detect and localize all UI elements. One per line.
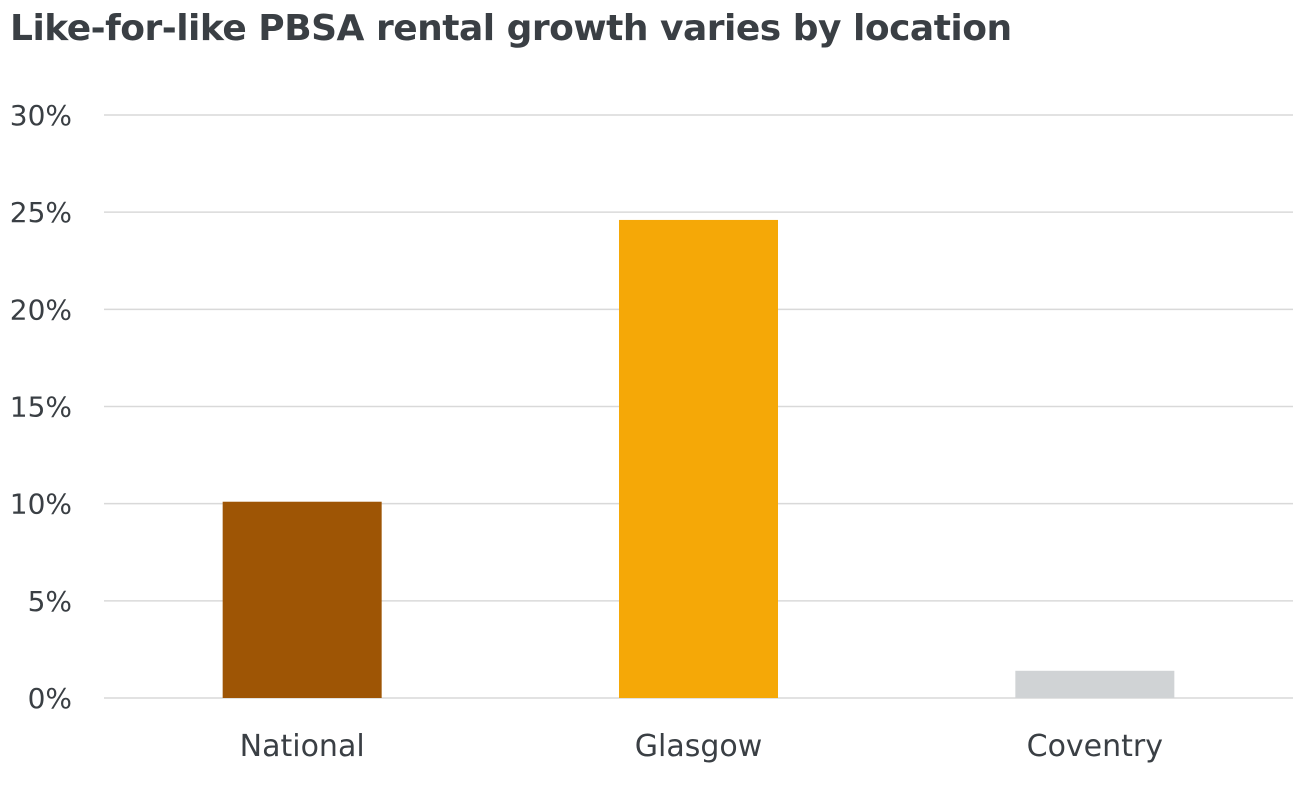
x-category-label: Coventry xyxy=(1027,729,1163,764)
x-category-label: National xyxy=(240,729,365,764)
y-tick-label: 20% xyxy=(10,293,72,326)
y-tick-label: 0% xyxy=(28,682,72,715)
bar-national xyxy=(222,501,382,698)
y-tick-label: 30% xyxy=(10,99,72,132)
bar-coventry xyxy=(1015,670,1175,698)
bar-glasgow xyxy=(619,219,778,698)
y-tick-label: 10% xyxy=(10,488,72,521)
y-axis-ticks: 0% 5% 10% 15% 20% 25% 30% xyxy=(10,99,72,715)
y-tick-label: 25% xyxy=(10,196,72,229)
y-tick-label: 15% xyxy=(10,391,72,424)
x-category-label: Glasgow xyxy=(635,729,763,764)
chart-title: Like-for-like PBSA rental growth varies … xyxy=(10,8,1012,49)
bars xyxy=(222,219,1175,698)
x-axis-labels: National Glasgow Coventry xyxy=(240,729,1163,764)
y-tick-label: 5% xyxy=(28,585,72,618)
